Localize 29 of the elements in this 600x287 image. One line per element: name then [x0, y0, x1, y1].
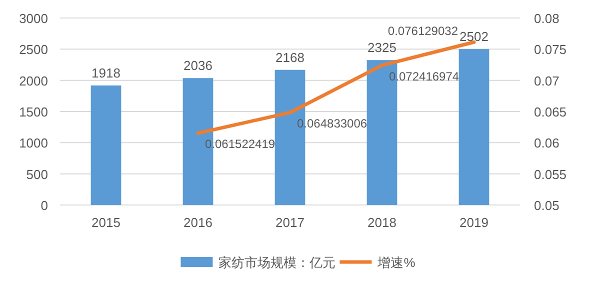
y2-tick-label: 0.08 [534, 11, 560, 26]
data-label: 2502 [460, 29, 488, 44]
y-tick-label: 1500 [19, 104, 48, 120]
x-tick-label: 2017 [276, 215, 304, 230]
data-label: 2168 [276, 50, 304, 65]
bar [458, 49, 490, 205]
data-label: 2325 [368, 40, 396, 56]
y2-tick-label: 0.065 [534, 104, 567, 120]
x-tick-label: 2015 [92, 215, 120, 230]
y2-tick-label: 0.06 [534, 136, 560, 151]
data-label: 1918 [92, 65, 120, 80]
legend-label: 增速% [376, 255, 416, 270]
x-tick-label: 2019 [460, 215, 488, 230]
y2-tick-label: 0.055 [534, 166, 567, 182]
y-tick-label: 0 [40, 198, 48, 213]
y-tick-label: 2000 [19, 73, 48, 88]
bar [90, 85, 122, 205]
data-label: 0.076129032 [388, 24, 458, 38]
y2-tick-label: 0.075 [534, 42, 567, 58]
x-tick-label: 2018 [368, 215, 396, 230]
legend-label: 家纺市场规模：亿元 [218, 255, 336, 270]
y-tick-label: 2500 [19, 42, 48, 58]
x-tick-label: 2016 [184, 215, 212, 230]
y-tick-label: 3000 [19, 11, 48, 26]
y2-tick-label: 0.05 [534, 198, 560, 213]
y2-tick-label: 0.07 [534, 73, 560, 88]
data-label: 2036 [184, 58, 212, 74]
y-tick-label: 1000 [19, 136, 48, 151]
y-tick-label: 500 [26, 166, 48, 182]
